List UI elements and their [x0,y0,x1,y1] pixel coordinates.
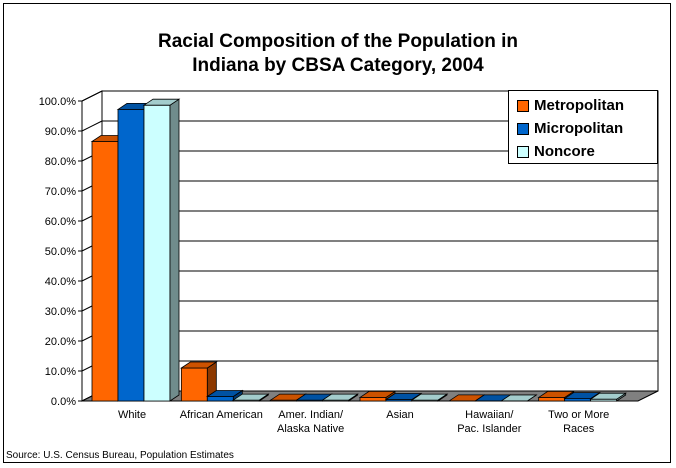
y-tick-label: 30.0% [45,306,76,318]
bar-noncore-2 [321,393,359,402]
source-note: Source: U.S. Census Bureau, Population E… [6,450,234,461]
bar-noncore-3 [410,393,449,402]
x-tick-label: Hawaiian/Pac. Islander [457,409,522,435]
y-tick-label: 60.0% [45,216,76,228]
bar-noncore-5 [589,392,627,402]
chart-frame [3,3,671,463]
legend: Metropolitan Micropolitan Noncore [508,90,658,164]
x-tick-label: Amer. Indian/Alaska Native [277,409,344,435]
y-tick-label: 50.0% [45,246,76,258]
bar-noncore-0 [142,98,181,402]
y-tick-label: 100.0% [39,96,77,108]
legend-swatch-noncore [517,145,529,158]
gridline-side [81,120,103,132]
bar-metropolitan-1 [180,361,218,402]
y-tick-label: 40.0% [45,276,76,288]
legend-swatch-metropolitan [517,99,529,112]
bar-micropolitan-3 [384,392,423,402]
bar-noncore-4 [500,394,538,402]
bar-noncore-1 [232,393,270,402]
bar-micropolitan-5 [563,391,601,402]
gridline-side [81,90,103,102]
legend-label-metropolitan: Metropolitan [534,97,624,114]
legend-item-micropolitan: Micropolitan [509,117,657,140]
x-tick-label: Two or More Races [548,409,609,435]
y-tick-label: 0.0% [51,396,76,408]
bar-micropolitan-1 [206,389,244,402]
y-tick-label: 90.0% [45,126,76,138]
y-tick-label: 80.0% [45,156,76,168]
x-tick-label: White [118,409,146,421]
legend-item-metropolitan: Metropolitan [509,94,657,117]
legend-label-noncore: Noncore [534,143,595,160]
y-tick-label: 70.0% [45,186,76,198]
legend-swatch-micropolitan [517,122,529,135]
chart-title: Racial Composition of the Population in … [158,31,518,76]
y-tick-label: 20.0% [45,336,76,348]
x-tick-label: African American [180,409,263,421]
y-tick-label: 10.0% [45,366,76,378]
legend-item-noncore: Noncore [509,140,657,163]
legend-label-micropolitan: Micropolitan [534,120,624,137]
x-tick-label: Asian [386,409,414,421]
